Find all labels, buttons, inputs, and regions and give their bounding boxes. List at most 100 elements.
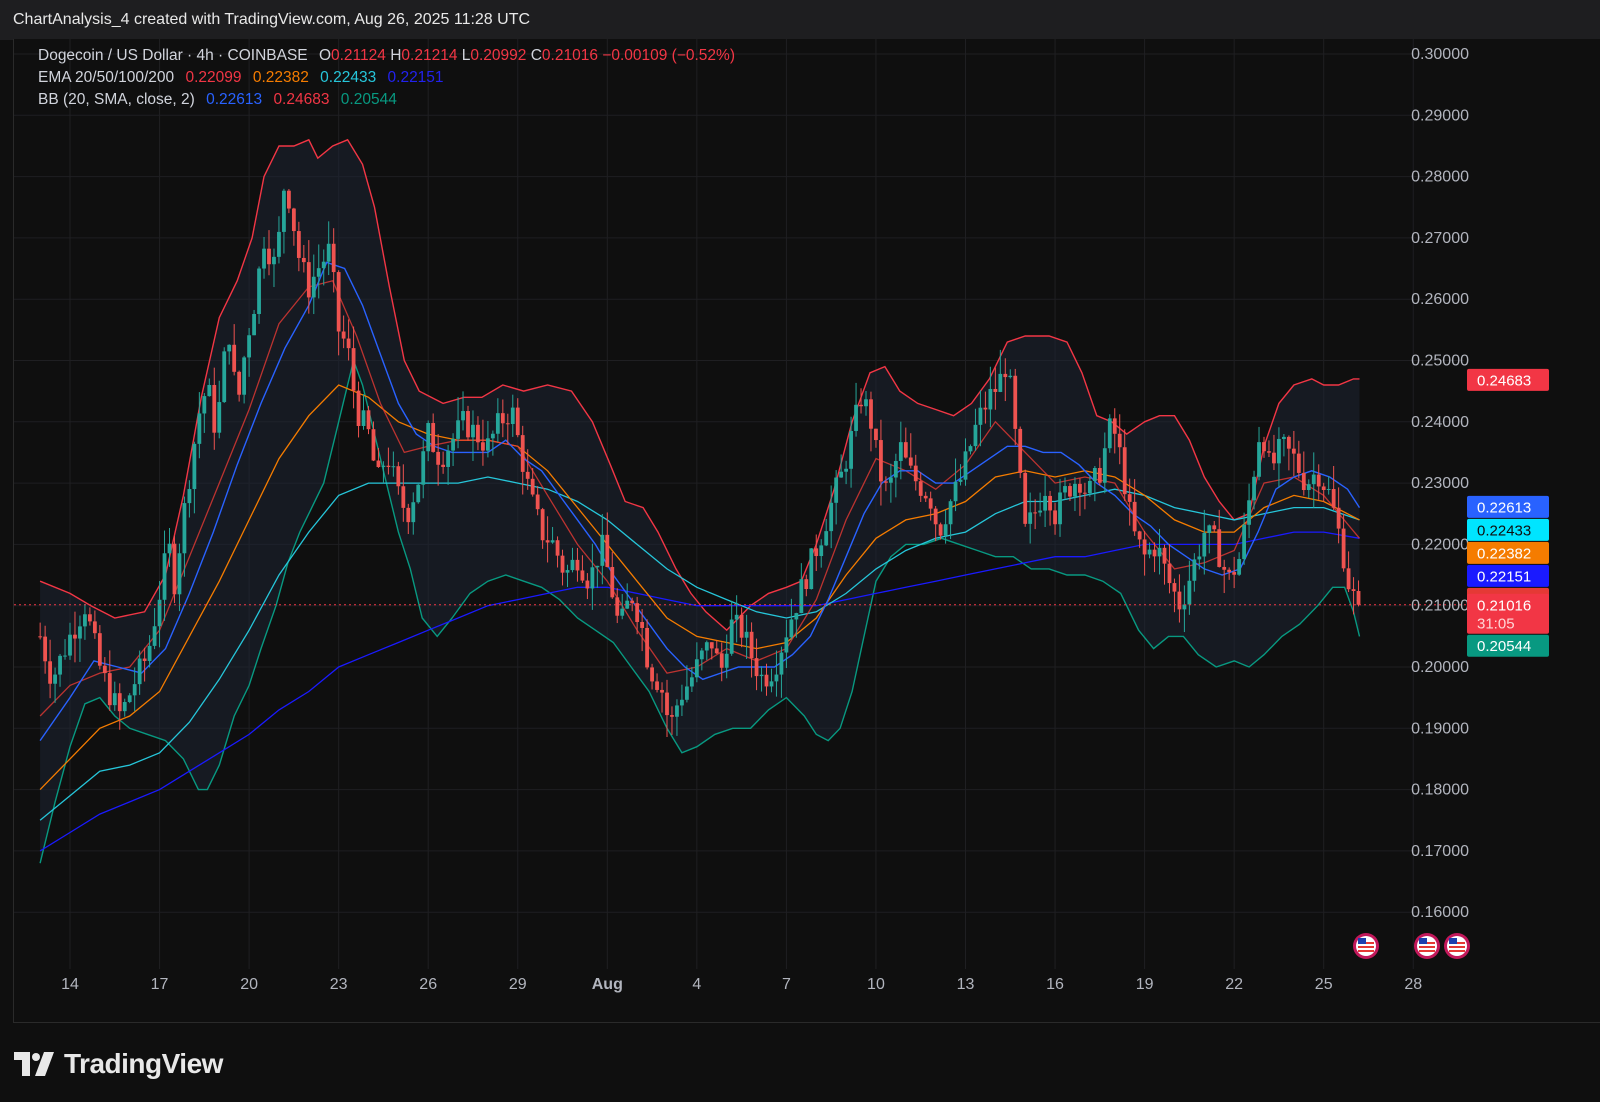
candle-body	[227, 344, 232, 352]
candle-body	[913, 465, 918, 482]
candle-body	[326, 243, 331, 262]
candle-body	[575, 559, 580, 571]
candle-body	[729, 619, 734, 654]
candle-body	[714, 648, 719, 654]
candle-body	[471, 424, 475, 438]
candle-body	[182, 503, 187, 554]
candle-body	[1227, 569, 1232, 573]
candle-body	[257, 268, 261, 314]
candle-body	[928, 498, 933, 509]
chart-panel[interactable]: 0.30000 0.29000 0.28000 0.27000 0.26000 0.250…	[13, 39, 1600, 1023]
last-price-tag-label: 0.21016	[1477, 598, 1531, 615]
candle-body	[1177, 591, 1182, 610]
time-axis[interactable]: 14 17 20 23 26 29 Aug 4 7 10 13 16 19 22 25 28	[61, 976, 1422, 993]
us-flag-event-icon[interactable]	[1353, 933, 1379, 959]
time-axis-label: 29	[509, 976, 527, 993]
candle-body	[595, 565, 600, 568]
legend-bb-label[interactable]: BB (20, SMA, close, 2)	[38, 91, 195, 108]
price-tags: 0.246830.226130.224330.223820.221510.220…	[1467, 368, 1549, 657]
candle-body	[68, 634, 72, 656]
candle-body	[490, 433, 495, 439]
candle-body	[88, 614, 92, 622]
candle-body	[1068, 486, 1072, 497]
candle-body	[202, 396, 207, 414]
candle-body	[1048, 495, 1052, 511]
price-tag: 0.22433	[1467, 518, 1549, 541]
price-axis-label: 0.21000	[1411, 598, 1469, 615]
bollinger-lower-line	[39, 358, 1361, 864]
candle-body	[172, 543, 177, 595]
candle-body	[1083, 492, 1087, 494]
us-flag-event-icon[interactable]	[1414, 933, 1440, 959]
candle-body	[993, 388, 998, 392]
candle-body	[1152, 549, 1157, 557]
candle-body	[97, 633, 102, 666]
candle-body	[585, 580, 590, 589]
candle-body	[1252, 476, 1256, 501]
candle-body	[719, 653, 724, 668]
candle-body	[1351, 589, 1356, 592]
candle-body	[1232, 572, 1237, 575]
candle-body	[421, 451, 426, 485]
legend-symbol[interactable]: Dogecoin / US Dollar · 4h · COINBASE	[38, 47, 308, 64]
candle-body	[306, 262, 311, 298]
candle-body	[272, 256, 276, 265]
candle-body	[545, 540, 550, 543]
candle-body	[321, 261, 326, 269]
time-axis-label: 14	[61, 976, 79, 993]
candle-body	[177, 553, 182, 595]
candle-body	[988, 388, 993, 410]
legend-l-label: L	[461, 47, 471, 64]
candle-body	[486, 438, 490, 451]
price-chart[interactable]: 0.30000 0.29000 0.28000 0.27000 0.26000 0.250…	[14, 39, 1600, 1022]
candle-body	[446, 450, 450, 467]
candle-body	[331, 243, 336, 273]
candle-body	[247, 335, 251, 358]
legend-ema100-value: 0.22433	[320, 69, 377, 86]
candle-body	[908, 457, 913, 466]
candle-body	[1192, 559, 1197, 581]
candle-body	[685, 686, 689, 700]
candle-body	[431, 423, 436, 452]
price-axis-label: 0.16000	[1411, 904, 1469, 921]
price-axis[interactable]: 0.30000 0.29000 0.28000 0.27000 0.26000 0.250…	[1411, 46, 1469, 921]
us-flag-event-icon[interactable]	[1444, 933, 1470, 959]
legend-ohlc: Dogecoin / US Dollar · 4h · COINBASE O0.…	[38, 47, 742, 65]
candle-body	[495, 413, 500, 434]
candle-body	[903, 442, 908, 458]
legend-h-value: 0.21214	[401, 47, 458, 64]
candle-body	[63, 655, 67, 657]
price-axis-label: 0.28000	[1411, 169, 1469, 186]
candle-body	[167, 543, 172, 554]
time-axis-label: 16	[1046, 976, 1064, 993]
candle-body	[590, 567, 595, 589]
candle-body	[1033, 512, 1038, 514]
candle-body	[1063, 486, 1067, 493]
candle-body	[232, 344, 237, 372]
time-axis-label: 19	[1136, 976, 1154, 993]
header-bar: ChartAnalysis_4 created with TradingView…	[0, 0, 1600, 40]
candle-body	[102, 665, 107, 674]
candle-body	[1187, 580, 1192, 605]
candle-body	[809, 548, 814, 590]
candle-body	[296, 231, 301, 258]
candle-body	[1321, 486, 1326, 491]
economic-events[interactable]	[1353, 933, 1470, 959]
price-axis-label: 0.18000	[1411, 782, 1469, 799]
candle-body	[1237, 559, 1242, 575]
legend-ema-label[interactable]: EMA 20/50/100/200	[38, 69, 175, 86]
tradingview-logo[interactable]: TradingView	[14, 1048, 223, 1080]
price-tag-box	[1467, 518, 1549, 541]
candles	[38, 188, 1361, 737]
candle-body	[192, 443, 197, 490]
candle-body	[829, 502, 834, 532]
candle-body	[366, 410, 371, 430]
candle-body	[1127, 494, 1132, 502]
watermark-text: ChartAnalysis_4 created with TradingView…	[13, 11, 531, 28]
candle-body	[222, 351, 227, 403]
candle-body	[212, 384, 217, 433]
candle-body	[426, 423, 431, 452]
candle-body	[640, 622, 645, 628]
time-axis-label: 25	[1315, 976, 1333, 993]
